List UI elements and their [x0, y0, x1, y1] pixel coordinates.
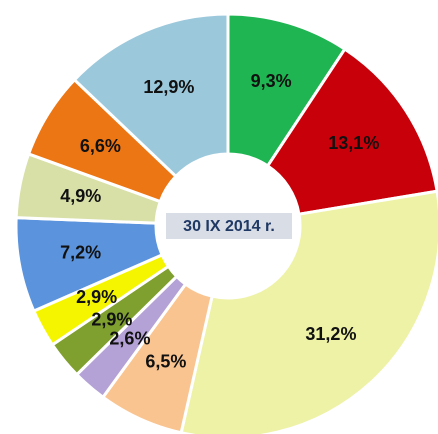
slice-label: 2,9% — [91, 310, 132, 330]
slice-label: 12,9% — [143, 77, 194, 97]
slice-label: 13,1% — [328, 133, 379, 153]
slice — [72, 12, 230, 179]
slice — [179, 189, 438, 434]
center-label-bg — [166, 213, 292, 239]
slice-label: 2,9% — [76, 287, 117, 307]
slice-label: 9,3% — [251, 71, 292, 91]
slice-label: 6,6% — [80, 136, 121, 156]
slice-label: 6,5% — [145, 351, 186, 371]
slice — [265, 47, 438, 216]
slice-label: 4,9% — [60, 186, 101, 206]
slice — [226, 12, 347, 169]
slice-label: 2,6% — [109, 328, 150, 348]
slice-label: 31,2% — [305, 324, 356, 344]
slice-label: 7,2% — [60, 243, 101, 263]
center-label: 30 IX 2014 r. — [183, 218, 275, 235]
